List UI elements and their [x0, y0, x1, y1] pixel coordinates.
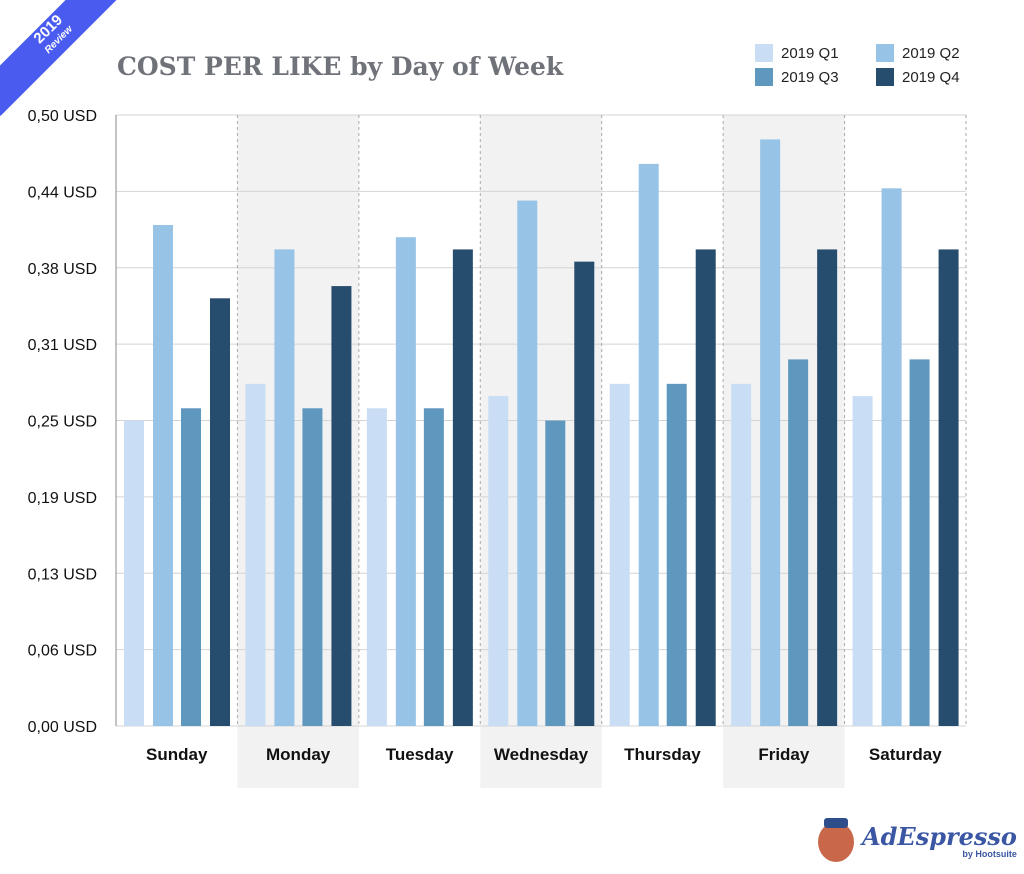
- bar-thursday-q4: [695, 249, 716, 727]
- bar-tuesday-q2: [395, 237, 416, 726]
- bar-saturday-q4: [938, 249, 959, 727]
- bar-tuesday-q3: [423, 408, 444, 726]
- bar-wednesday-q4: [574, 261, 595, 726]
- legend-label: 2019 Q2: [902, 44, 960, 62]
- legend-swatch: [755, 68, 773, 86]
- bar-saturday-q3: [909, 359, 930, 726]
- y-tick-label: 0,06 USD: [28, 643, 97, 660]
- mascot-icon: [818, 818, 854, 862]
- bar-wednesday-q2: [517, 200, 538, 727]
- legend-label: 2019 Q1: [781, 44, 839, 62]
- y-tick-label: 0,44 USD: [28, 184, 97, 201]
- bar-friday-q3: [788, 359, 809, 726]
- y-tick-label: 0,13 USD: [28, 566, 97, 583]
- bar-thursday-q2: [638, 163, 659, 726]
- bar-saturday-q2: [881, 188, 902, 726]
- legend-item-q3: 2019 Q3: [755, 68, 839, 86]
- bar-wednesday-q1: [488, 396, 509, 726]
- bar-sunday-q2: [153, 224, 173, 727]
- legend-swatch: [876, 68, 894, 86]
- x-tick-label: Sunday: [146, 745, 208, 764]
- y-tick-label: 0,19 USD: [28, 490, 97, 507]
- chart-title: COST PER LIKE by Day of Week: [117, 52, 564, 81]
- bar-thursday-q3: [666, 383, 687, 726]
- bar-sunday-q3: [181, 408, 201, 726]
- legend-item-q4: 2019 Q4: [876, 68, 960, 86]
- bar-monday-q1: [245, 383, 266, 726]
- bar-sunday-q4: [210, 298, 230, 726]
- adespresso-logo: AdEspresso by Hootsuite: [818, 818, 1017, 862]
- y-tick-label: 0,25 USD: [28, 414, 97, 431]
- legend-swatch: [876, 44, 894, 62]
- bar-monday-q2: [274, 249, 295, 727]
- y-tick-label: 0,00 USD: [28, 719, 97, 736]
- y-tick-label: 0,50 USD: [28, 108, 97, 125]
- x-tick-label: Monday: [266, 745, 331, 764]
- bar-thursday-q1: [609, 383, 630, 726]
- y-tick-label: 0,31 USD: [28, 337, 97, 354]
- bar-wednesday-q3: [545, 420, 566, 726]
- bar-tuesday-q1: [366, 408, 387, 726]
- x-tick-label: Friday: [758, 745, 810, 764]
- legend-label: 2019 Q4: [902, 68, 960, 86]
- logo-name: AdEspresso: [862, 822, 1017, 851]
- bar-monday-q3: [302, 408, 323, 726]
- legend-item-q1: 2019 Q1: [755, 44, 839, 62]
- bar-saturday-q1: [852, 396, 873, 726]
- legend-swatch: [755, 44, 773, 62]
- bar-friday-q2: [760, 139, 781, 726]
- legend-item-q2: 2019 Q2: [876, 44, 960, 62]
- bar-friday-q1: [731, 383, 752, 726]
- bar-friday-q4: [817, 249, 838, 727]
- bar-sunday-q1: [124, 420, 144, 726]
- x-tick-label: Tuesday: [386, 745, 454, 764]
- legend-label: 2019 Q3: [781, 68, 839, 86]
- bar-tuesday-q4: [452, 249, 473, 727]
- bar-monday-q4: [331, 286, 352, 726]
- x-tick-label: Wednesday: [494, 745, 589, 764]
- x-tick-label: Thursday: [624, 745, 701, 764]
- x-tick-label: Saturday: [869, 745, 942, 764]
- logo-sub: by Hootsuite: [962, 849, 1017, 859]
- y-tick-label: 0,38 USD: [28, 261, 97, 278]
